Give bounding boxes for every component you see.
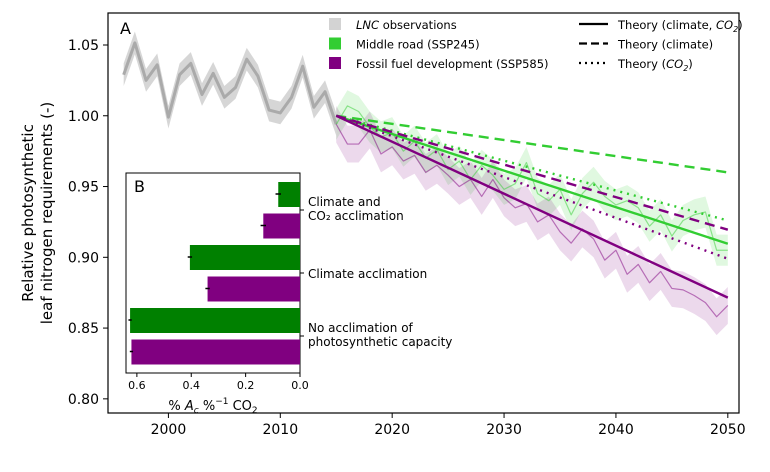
panel-a-label: A bbox=[120, 19, 131, 38]
legend-label: Theory (climate) bbox=[617, 38, 713, 52]
y-tick-label: 0.95 bbox=[68, 180, 99, 196]
category-label: No acclimation of bbox=[308, 321, 414, 335]
legend-label: Theory (climate, CO2) bbox=[617, 18, 743, 34]
bar-ssp245 bbox=[278, 182, 300, 207]
legend-label: Middle road (SSP245) bbox=[356, 38, 480, 52]
category-label: CO₂ acclimation bbox=[308, 209, 404, 223]
bar-ssp585 bbox=[131, 339, 300, 365]
legend-label: LNC observations bbox=[356, 18, 457, 32]
category-label: photosynthetic capacity bbox=[308, 335, 452, 349]
y-axis-label-line2: leaf nitrogen requirements (-) bbox=[38, 102, 56, 325]
legend-label: Fossil fuel development (SSP585) bbox=[356, 57, 549, 71]
inset-x-tick-label: 0.4 bbox=[183, 379, 201, 392]
x-tick-label: 2050 bbox=[710, 422, 746, 438]
y-tick-label: 0.90 bbox=[68, 250, 99, 266]
inset-x-tick-label: 0.0 bbox=[291, 379, 309, 392]
theory-ssp585-solid bbox=[335, 114, 729, 299]
y-axis-label-line1: Relative photosynthetic bbox=[19, 124, 37, 302]
ssp585-band bbox=[336, 105, 728, 336]
inset-x-axis-label: % Ac %−1 CO2 bbox=[168, 397, 257, 416]
legend-label: Theory (CO2) bbox=[617, 57, 693, 73]
x-tick-label: 2000 bbox=[151, 422, 187, 438]
observations-line bbox=[122, 41, 338, 125]
panel-a: 2000 2010 2020 2030 2040 2050 0.80 0.85 0.90 0.95… bbox=[68, 12, 746, 438]
bar-ssp245 bbox=[130, 308, 300, 333]
x-tick-label: 2020 bbox=[374, 422, 410, 438]
bar-ssp585 bbox=[207, 276, 300, 302]
category-label: Climate and bbox=[308, 195, 381, 209]
ssp585-line bbox=[335, 123, 729, 318]
inset-x-tick-label: 0.6 bbox=[128, 379, 146, 392]
x-tick-label: 2010 bbox=[262, 422, 298, 438]
theory-ssp585-dashed bbox=[335, 114, 729, 231]
y-tick-label: 0.80 bbox=[68, 392, 99, 408]
bar-ssp585 bbox=[263, 213, 300, 239]
legend-scenarios: LNC observations Middle road (SSP245) Foss… bbox=[329, 18, 549, 71]
legend-swatch bbox=[329, 18, 341, 30]
theory-ssp245-dashed bbox=[336, 114, 728, 174]
y-tick-label: 0.85 bbox=[68, 321, 99, 337]
legend-swatch bbox=[329, 37, 341, 50]
y-tick-label: 1.05 bbox=[68, 38, 99, 54]
ssp245-line bbox=[335, 105, 728, 251]
legend-theory: Theory (climate, CO2) Theory (climate) The… bbox=[579, 18, 743, 73]
bar-ssp245 bbox=[189, 245, 300, 270]
theory-ssp245-dotted bbox=[335, 114, 729, 222]
x-tick-label: 2030 bbox=[486, 422, 522, 438]
theory-ssp245-solid bbox=[335, 114, 729, 245]
legend-swatch bbox=[329, 57, 341, 69]
x-tick-label: 2040 bbox=[598, 422, 634, 438]
plot-frame bbox=[107, 12, 740, 414]
category-label: Climate acclimation bbox=[308, 267, 427, 281]
y-tick-label: 1.00 bbox=[68, 109, 99, 125]
inset-x-tick-label: 0.2 bbox=[237, 379, 255, 392]
panel-b-label: B bbox=[134, 177, 145, 196]
observations-band bbox=[123, 31, 337, 136]
